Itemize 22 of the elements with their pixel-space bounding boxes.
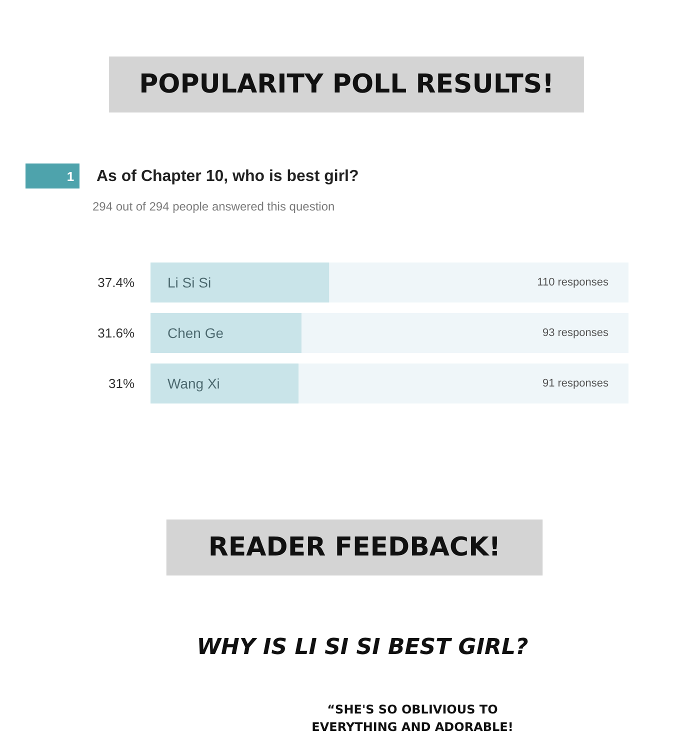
text: 1 — [66, 169, 74, 184]
y-tick-label: Chen Ge — [168, 325, 224, 341]
text: 294 out of 294 people answered this question — [92, 200, 335, 214]
bar — [302, 313, 628, 353]
data-label: 31.6% — [98, 326, 135, 340]
bar — [150, 364, 299, 404]
text: READER FEEDBACK! — [208, 532, 501, 562]
annotation: 91 responses — [542, 378, 609, 390]
chart-subtitle: As of Chapter 10, who is best girl? — [96, 168, 359, 185]
bar — [150, 262, 330, 302]
text: WHY IS LI SI SI BEST GIRL? — [196, 635, 528, 660]
annotation: 93 responses — [542, 327, 609, 339]
y-tick-label: Li Si Si — [168, 274, 212, 290]
data-label: 31% — [108, 376, 135, 391]
annotation: 110 responses — [537, 276, 609, 288]
data-label: 37.4% — [98, 275, 135, 290]
y-tick-label: Wang Xi — [168, 376, 220, 392]
chart-title: POPULARITY POLL RESULTS! — [139, 70, 554, 100]
bar — [150, 313, 302, 353]
bar — [298, 364, 628, 404]
text: “SHE'S SO OBLIVIOUS TO EVERYTHING AND ADORABLE! — [312, 702, 514, 734]
bar — [329, 262, 628, 302]
